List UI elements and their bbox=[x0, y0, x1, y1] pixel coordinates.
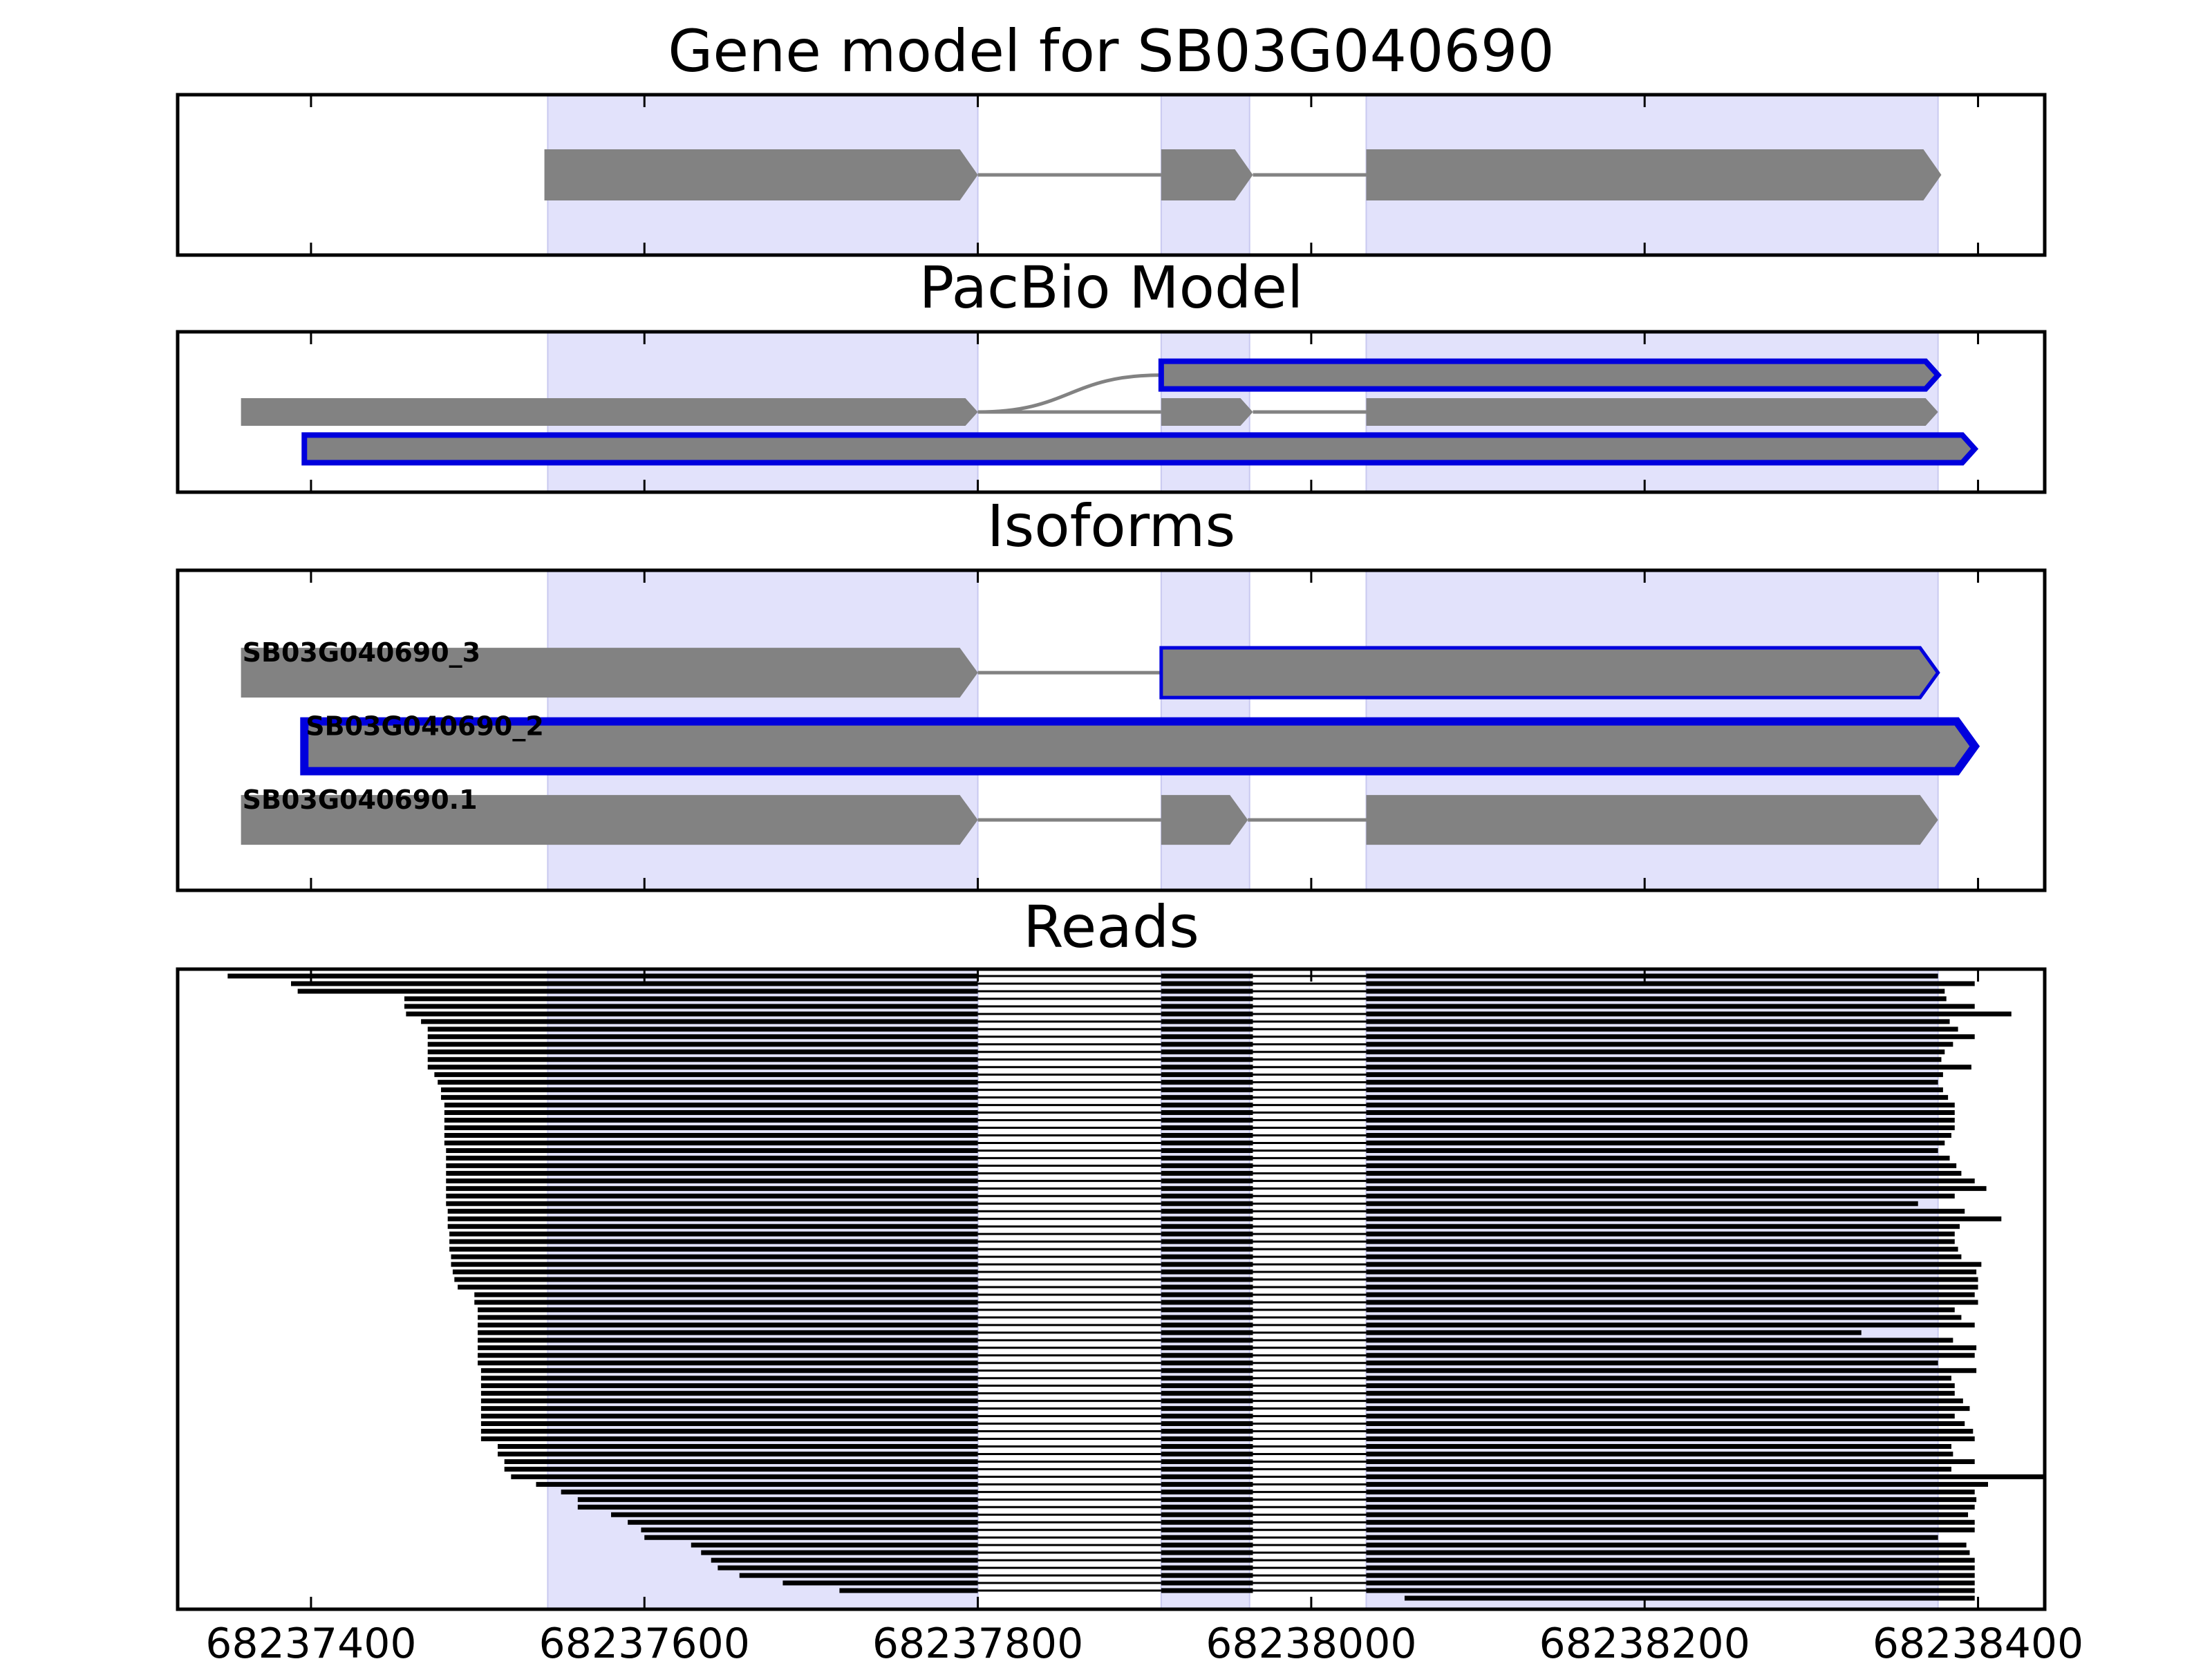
x-tick-label: 68237800 bbox=[872, 1620, 1083, 1659]
x-tick-label: 68238200 bbox=[1539, 1620, 1750, 1659]
axes-frame bbox=[176, 967, 2047, 1611]
exon bbox=[1366, 398, 1938, 426]
panel-isoforms: Isoforms SB03G040690_3 SB03G040690_2 SB03G0… bbox=[176, 492, 2047, 892]
outlined-exon bbox=[1158, 358, 1942, 392]
panel-title: Reads bbox=[1023, 893, 1199, 961]
outlined-exon bbox=[300, 717, 1980, 776]
isoform-label: SB03G040690.1 bbox=[243, 785, 478, 815]
track bbox=[977, 358, 1942, 414]
exon bbox=[1366, 149, 1942, 200]
axes-frame bbox=[176, 93, 2047, 257]
axes-frame bbox=[176, 330, 2047, 494]
exon bbox=[241, 795, 978, 845]
panel-pacbio: PacBio Model bbox=[176, 254, 2047, 494]
panel-title: Gene model for SB03G040690 bbox=[668, 17, 1554, 85]
reads-group bbox=[227, 973, 2045, 1601]
x-tick-label: 68238400 bbox=[1873, 1620, 2083, 1659]
panels-root: Gene model for SB03G040690 PacBio Model Is… bbox=[176, 17, 2083, 1659]
track bbox=[301, 432, 1979, 466]
exon bbox=[1161, 795, 1248, 845]
exon bbox=[1161, 149, 1253, 200]
track: SB03G040690.1 bbox=[241, 785, 1938, 845]
exon bbox=[241, 398, 978, 426]
track: SB03G040690_2 bbox=[300, 711, 1980, 776]
panel-title: Isoforms bbox=[987, 492, 1236, 560]
x-tick-label: 68237600 bbox=[539, 1620, 750, 1659]
exon bbox=[1366, 795, 1938, 845]
isoform-label: SB03G040690_2 bbox=[306, 711, 543, 742]
panel-reads: Reads bbox=[176, 893, 2047, 1611]
track: SB03G040690_3 bbox=[241, 637, 1940, 700]
exon bbox=[241, 648, 978, 698]
track bbox=[241, 398, 1938, 426]
isoform-label: SB03G040690_3 bbox=[243, 637, 481, 668]
x-tick-label: 68237400 bbox=[205, 1620, 416, 1659]
track bbox=[544, 149, 1942, 200]
panel-title: PacBio Model bbox=[919, 254, 1304, 321]
splice-connector bbox=[977, 373, 1161, 414]
axes-frame bbox=[176, 568, 2047, 892]
outlined-exon bbox=[301, 432, 1979, 466]
exon bbox=[1161, 398, 1253, 426]
outlined-exon bbox=[1159, 646, 1940, 700]
x-tick-label: 68238000 bbox=[1206, 1620, 1416, 1659]
panel-gene_model: Gene model for SB03G040690 bbox=[176, 17, 2047, 257]
exon bbox=[544, 149, 978, 200]
